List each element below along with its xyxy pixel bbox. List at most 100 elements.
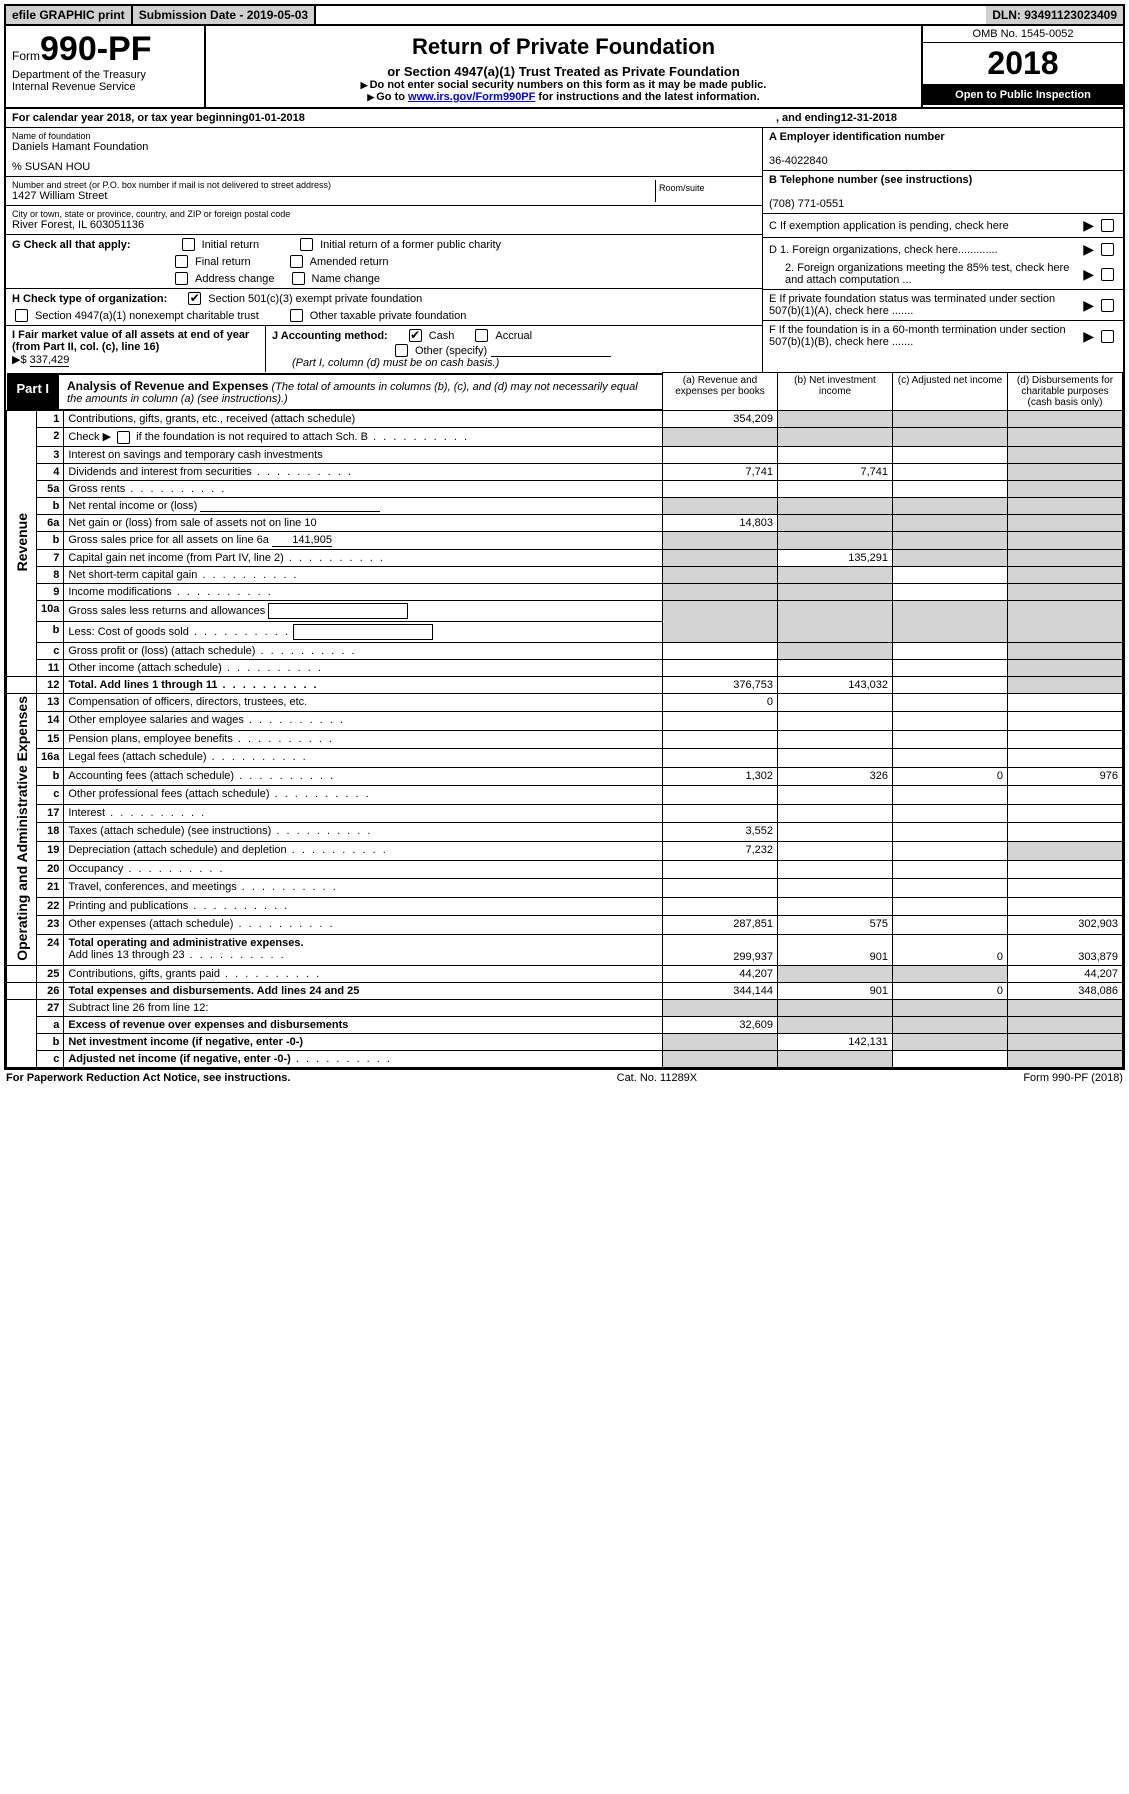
foundation-name: Daniels Hamant Foundation xyxy=(12,141,756,153)
line-21-b xyxy=(778,879,893,898)
line-24-c: 0 xyxy=(893,934,1008,966)
line-6b-d xyxy=(1008,531,1123,549)
line-6b-a xyxy=(663,531,778,549)
initial-return-checkbox[interactable] xyxy=(182,238,195,251)
accrual-checkbox[interactable] xyxy=(475,329,488,342)
line-14-desc: Other employee salaries and wages xyxy=(64,712,663,731)
line-18-b xyxy=(778,823,893,842)
line-27c-c xyxy=(893,1051,1008,1068)
line-3-desc: Interest on savings and temporary cash i… xyxy=(64,446,663,463)
line-13-no: 13 xyxy=(37,693,64,712)
line-16a-no: 16a xyxy=(37,749,64,768)
line-11-a xyxy=(663,659,778,676)
line-25-no: 25 xyxy=(37,966,64,983)
line-22-a xyxy=(663,897,778,916)
line-12-d xyxy=(1008,676,1123,693)
form-990-pf: efile GRAPHIC print Submission Date - 20… xyxy=(4,4,1125,1070)
line-6a-c xyxy=(893,514,1008,531)
exemption-pending-checkbox[interactable] xyxy=(1101,219,1114,232)
line-23-c xyxy=(893,916,1008,935)
line-6b-c xyxy=(893,531,1008,549)
line-20-c xyxy=(893,860,1008,879)
paperwork-notice: For Paperwork Reduction Act Notice, see … xyxy=(6,1072,290,1084)
final-return-checkbox[interactable] xyxy=(175,255,188,268)
line-16c-no: c xyxy=(37,786,64,805)
line-27b-no: b xyxy=(37,1034,64,1051)
foreign-org-checkbox[interactable] xyxy=(1101,243,1114,256)
ein-label: A Employer identification number xyxy=(769,131,945,143)
60month-checkbox[interactable] xyxy=(1101,330,1114,343)
85pct-test-checkbox[interactable] xyxy=(1101,268,1114,281)
line-25-b xyxy=(778,966,893,983)
entity-info: Name of foundation Daniels Hamant Founda… xyxy=(6,128,1123,372)
line-1-b xyxy=(778,411,893,428)
line-5b-desc: Net rental income or (loss) xyxy=(64,497,663,514)
line-27-d xyxy=(1008,1000,1123,1017)
line-6b-no: b xyxy=(37,531,64,549)
line-11-no: 11 xyxy=(37,659,64,676)
line-22-desc: Printing and publications xyxy=(64,897,663,916)
line-15-desc: Pension plans, employee benefits xyxy=(64,730,663,749)
line-27a-d xyxy=(1008,1017,1123,1034)
line-6a-b xyxy=(778,514,893,531)
line-4-d xyxy=(1008,463,1123,480)
d2-85pct: 2. Foreign organizations meeting the 85%… xyxy=(769,262,1079,286)
line-13-b xyxy=(778,693,893,712)
line-5a-desc: Gross rents xyxy=(64,480,663,497)
sch-b-not-required-checkbox[interactable] xyxy=(117,431,130,444)
line-19-a: 7,232 xyxy=(663,841,778,860)
e-terminated: E If private foundation status was termi… xyxy=(769,293,1079,317)
calyear-begin: 01-01-2018 xyxy=(249,112,305,124)
line-16c-c xyxy=(893,786,1008,805)
line-8-a xyxy=(663,566,778,583)
line-7-d xyxy=(1008,549,1123,566)
amended-return-checkbox[interactable] xyxy=(290,255,303,268)
other-method-checkbox[interactable] xyxy=(395,344,408,357)
dept-line-2: Internal Revenue Service xyxy=(12,81,198,93)
line-6a-no: 6a xyxy=(37,514,64,531)
line-17-c xyxy=(893,804,1008,823)
line-16a-c xyxy=(893,749,1008,768)
line-24-b: 901 xyxy=(778,934,893,966)
cash-checkbox[interactable] xyxy=(409,329,422,342)
line-18-a: 3,552 xyxy=(663,823,778,842)
line-26-no: 26 xyxy=(37,983,64,1000)
city-state-zip: River Forest, IL 603051136 xyxy=(12,219,756,231)
line-14-d xyxy=(1008,712,1123,731)
name-change-checkbox[interactable] xyxy=(292,272,305,285)
line-22-d xyxy=(1008,897,1123,916)
line-12-c xyxy=(893,676,1008,693)
telephone-label: B Telephone number (see instructions) xyxy=(769,174,972,186)
instructions-link[interactable]: www.irs.gov/Form990PF xyxy=(408,91,535,103)
line-27a-desc: Excess of revenue over expenses and disb… xyxy=(64,1017,663,1034)
line-15-b xyxy=(778,730,893,749)
fmv-prefix: ▶$ xyxy=(12,354,30,366)
terminated-checkbox[interactable] xyxy=(1101,299,1114,312)
line-13-a: 0 xyxy=(663,693,778,712)
line-18-desc: Taxes (attach schedule) (see instruction… xyxy=(64,823,663,842)
line-3-b xyxy=(778,446,893,463)
g-opt-amended: Amended return xyxy=(310,256,389,268)
other-taxable-checkbox[interactable] xyxy=(290,309,303,322)
line-27c-no: c xyxy=(37,1051,64,1068)
line-11-d xyxy=(1008,659,1123,676)
line-11-b xyxy=(778,659,893,676)
4947a1-checkbox[interactable] xyxy=(15,309,28,322)
501c3-checkbox[interactable] xyxy=(188,292,201,305)
line-10c-desc: Gross profit or (loss) (attach schedule) xyxy=(64,642,663,659)
line-23-no: 23 xyxy=(37,916,64,935)
line-5a-b xyxy=(778,480,893,497)
j-note: (Part I, column (d) must be on cash basi… xyxy=(292,357,756,369)
line-9-c xyxy=(893,583,1008,600)
line-27b-desc: Net investment income (if negative, ente… xyxy=(64,1034,663,1051)
omb-number: OMB No. 1545-0052 xyxy=(923,26,1123,43)
address-change-checkbox[interactable] xyxy=(175,272,188,285)
line-6b-desc: Gross sales price for all assets on line… xyxy=(64,531,663,549)
line-24-no: 24 xyxy=(37,934,64,966)
line-18-d xyxy=(1008,823,1123,842)
line-27a-a: 32,609 xyxy=(663,1017,778,1034)
line-27b-a xyxy=(663,1034,778,1051)
g-opt-initial: Initial return xyxy=(202,239,259,251)
initial-former-charity-checkbox[interactable] xyxy=(300,238,313,251)
line-20-desc: Occupancy xyxy=(64,860,663,879)
